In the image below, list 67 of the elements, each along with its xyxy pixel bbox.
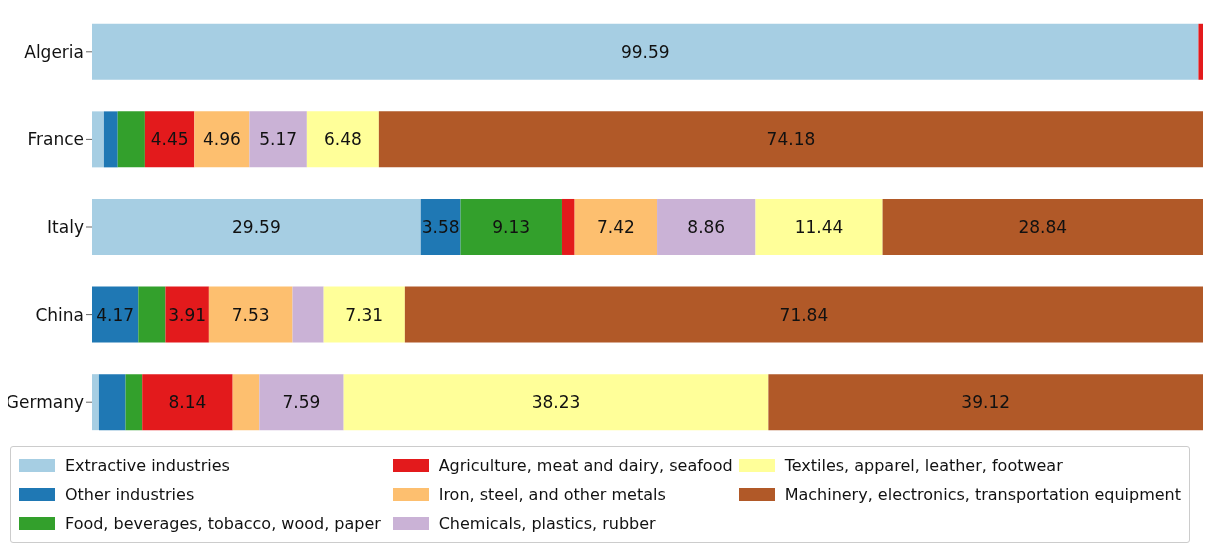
data-label: 39.12	[961, 392, 1011, 413]
bar	[92, 286, 139, 343]
data-label: 38.23	[531, 392, 581, 413]
legend-label: Chemicals, plastics, rubber	[438, 514, 656, 533]
bar	[378, 111, 1203, 168]
bar	[117, 111, 145, 168]
legend-label: Food, beverages, tobacco, wood, paper	[65, 514, 381, 533]
data-label: 4.96	[202, 129, 241, 150]
data-label: 3.58	[421, 216, 460, 237]
data-label: 29.59	[232, 216, 281, 237]
bar	[98, 374, 126, 431]
data-label: 5.17	[259, 129, 298, 150]
bar	[306, 111, 379, 168]
data-label: 28.84	[1018, 216, 1068, 237]
data-label: 7.42	[596, 216, 635, 237]
data-label: 71.84	[779, 304, 829, 325]
legend-label: Extractive industries	[65, 456, 230, 475]
data-label: 6.48	[323, 129, 362, 150]
bar	[165, 286, 209, 343]
bar	[657, 198, 756, 255]
bar	[144, 111, 195, 168]
bar	[323, 286, 405, 343]
bar	[404, 286, 1203, 343]
bar	[882, 198, 1203, 255]
bar	[138, 286, 166, 343]
bar	[208, 286, 293, 343]
bar	[259, 374, 344, 431]
bar	[755, 198, 883, 255]
bar	[768, 374, 1203, 431]
legend-label: Other industries	[65, 485, 195, 504]
legend-label: Machinery, electronics, transportation equipment	[784, 485, 1181, 504]
legend-label: Agriculture, meat and dairy, seafood	[438, 456, 733, 475]
bar	[232, 374, 260, 431]
bar	[292, 286, 324, 343]
bar	[92, 374, 99, 431]
bar	[249, 111, 307, 168]
legend-label: Iron, steel, and other metals	[438, 485, 666, 504]
bar	[92, 23, 1199, 80]
bar	[1198, 23, 1203, 80]
data-label: 9.13	[492, 216, 531, 237]
data-label: 99.59	[620, 41, 670, 62]
data-label: 7.59	[282, 392, 321, 413]
bar	[125, 374, 143, 431]
bar	[343, 374, 769, 431]
bar	[103, 111, 118, 168]
y-tick-label: Italy	[47, 217, 84, 238]
y-tick-label: Algeria	[24, 41, 84, 62]
y-tick-label: France	[27, 129, 84, 150]
data-label: 11.44	[794, 216, 844, 237]
bar	[561, 198, 575, 255]
legend-label: Textiles, apparel, leather, footwear	[784, 456, 1063, 475]
data-label: 4.45	[150, 129, 189, 150]
bar	[194, 111, 250, 168]
data-label: 3.91	[168, 304, 207, 325]
data-label: 8.86	[687, 216, 726, 237]
y-tick-label: China	[35, 304, 84, 325]
data-label: 74.18	[766, 129, 816, 150]
bar	[420, 198, 461, 255]
data-label: 8.14	[168, 392, 207, 413]
data-label: 7.53	[231, 304, 270, 325]
bar	[460, 198, 562, 255]
bar	[142, 374, 233, 431]
data-label: 4.17	[96, 304, 135, 325]
bar	[92, 198, 421, 255]
bar	[574, 198, 658, 255]
bar	[92, 111, 104, 168]
data-label: 7.31	[345, 304, 384, 325]
